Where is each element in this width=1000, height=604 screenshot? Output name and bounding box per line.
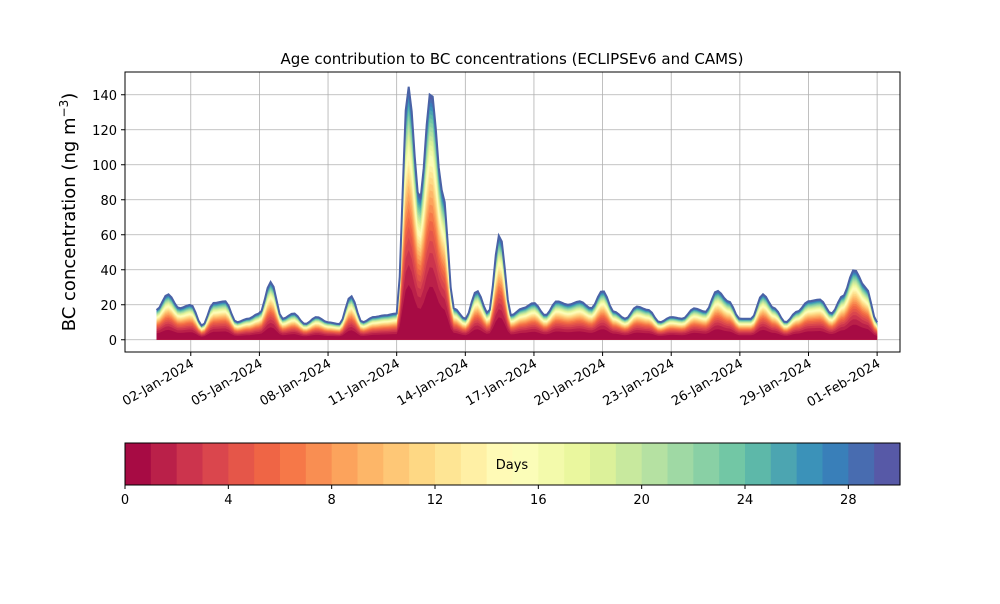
colorbar-frame bbox=[124, 442, 901, 486]
colorbar-band bbox=[693, 443, 720, 485]
x-tick-label: 05-Jan-2024 bbox=[189, 356, 266, 409]
colorbar-band bbox=[486, 443, 514, 485]
y-tick-label: 20 bbox=[100, 299, 117, 314]
colorbar-band bbox=[796, 443, 824, 485]
colorbar-band bbox=[125, 443, 152, 485]
colorbar-tick-label: 16 bbox=[530, 493, 547, 508]
colorbar-band bbox=[564, 443, 591, 485]
colorbar-band bbox=[150, 443, 178, 485]
colorbar-band bbox=[538, 443, 565, 485]
x-tick-label: 20-Jan-2024 bbox=[532, 356, 609, 409]
colorbar-band bbox=[745, 443, 772, 485]
colorbar-band bbox=[435, 443, 462, 485]
y-tick-label: 40 bbox=[100, 264, 117, 279]
y-tick-label: 100 bbox=[92, 159, 117, 174]
colorbar-band bbox=[331, 443, 359, 485]
colorbar-band bbox=[770, 443, 798, 485]
colorbar-band bbox=[874, 443, 901, 485]
x-tick-label: 17-Jan-2024 bbox=[463, 356, 540, 409]
colorbar-band bbox=[512, 443, 539, 485]
colorbar-band bbox=[719, 443, 746, 485]
colorbar-band bbox=[254, 443, 281, 485]
colorbar-band bbox=[228, 443, 255, 485]
y-tick-label: 80 bbox=[100, 194, 117, 209]
colorbar-tick-label: 28 bbox=[840, 493, 857, 508]
x-tick-label: 11-Jan-2024 bbox=[326, 356, 403, 409]
y-axis-label-main: BC concentration (ng m bbox=[59, 117, 80, 331]
x-tick-label: 02-Jan-2024 bbox=[120, 356, 197, 409]
colorbar-band bbox=[667, 443, 694, 485]
y-tick-label: 120 bbox=[92, 124, 117, 139]
colorbar-band bbox=[202, 443, 229, 485]
chart-title: Age contribution to BC concentrations (E… bbox=[281, 50, 744, 68]
colorbar-band bbox=[848, 443, 875, 485]
colorbar-band bbox=[357, 443, 384, 485]
colorbar-band bbox=[305, 443, 333, 485]
age-stack-areas bbox=[156, 86, 878, 340]
colorbar-tick-label: 24 bbox=[737, 493, 754, 508]
x-tick-label: 08-Jan-2024 bbox=[257, 356, 334, 409]
x-tick-label: 14-Jan-2024 bbox=[395, 356, 472, 409]
colorbar-band bbox=[822, 443, 849, 485]
colorbar-ticks: 0 4 8 12 16 20 24 28 bbox=[121, 485, 857, 508]
colorbar-band bbox=[383, 443, 410, 485]
colorbar-tick-label: 4 bbox=[224, 493, 232, 508]
colorbar-band bbox=[176, 443, 204, 485]
y-tick-label: 140 bbox=[92, 89, 117, 104]
y-axis-label-superscript: −3 bbox=[57, 100, 71, 118]
y-axis-ticks: 0 20 40 60 80 100 120 140 bbox=[92, 89, 125, 349]
colorbar-band bbox=[641, 443, 669, 485]
colorbar-bands bbox=[125, 443, 901, 485]
grid bbox=[125, 72, 900, 352]
colorbar-band bbox=[280, 443, 307, 485]
colorbar-tick-label: 0 bbox=[121, 493, 129, 508]
plot-frame bbox=[124, 71, 901, 353]
x-tick-label: 01-Feb-2024 bbox=[805, 356, 884, 410]
y-tick-label: 0 bbox=[109, 334, 117, 349]
x-axis-ticks: 02-Jan-202405-Jan-202408-Jan-202411-Jan-… bbox=[120, 352, 883, 410]
y-axis-label-close: ) bbox=[59, 93, 80, 100]
colorbar-band bbox=[460, 443, 488, 485]
x-tick-label: 26-Jan-2024 bbox=[669, 356, 746, 409]
x-tick-label: 23-Jan-2024 bbox=[601, 356, 678, 409]
age-band-0-1-days bbox=[156, 285, 878, 340]
colorbar-band bbox=[409, 443, 436, 485]
total-concentration-line bbox=[155, 86, 878, 327]
colorbar-tick-label: 8 bbox=[328, 493, 336, 508]
colorbar-band bbox=[615, 443, 643, 485]
colorbar-label: Days bbox=[496, 458, 529, 473]
colorbar: Days 0 4 8 12 16 20 24 28 bbox=[121, 442, 901, 508]
colorbar-tick-label: 20 bbox=[633, 493, 650, 508]
y-axis-label: BC concentration (ng m−3) bbox=[57, 93, 80, 332]
colorbar-band bbox=[590, 443, 617, 485]
colorbar-tick-label: 12 bbox=[427, 493, 444, 508]
x-tick-label: 29-Jan-2024 bbox=[738, 356, 815, 409]
y-tick-label: 60 bbox=[100, 229, 117, 244]
